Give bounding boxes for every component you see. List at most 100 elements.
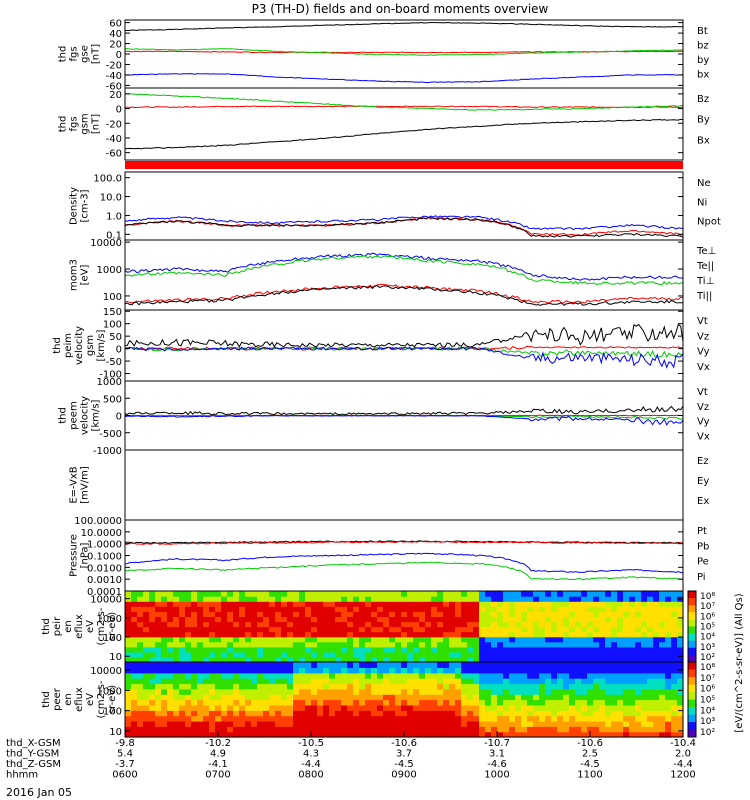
spectrogram-cell [551, 726, 558, 733]
spectrogram-cell [365, 606, 372, 612]
spectrogram-cell [365, 715, 372, 722]
panel-peem_velocity: -1000-50005001000thdpeemvelocity[km/s]Vt… [58, 377, 710, 457]
x-row-label: thd_Z-GSM [6, 759, 61, 770]
spectrogram-cell [341, 726, 348, 733]
spectrogram-cell [149, 631, 156, 638]
spectrogram-cell [557, 641, 564, 648]
spectrogram-cell [233, 611, 240, 617]
spectrogram-cell [353, 651, 360, 658]
spectrogram-cell [341, 678, 348, 685]
spectrogram-cell [179, 596, 186, 602]
y-tick-label: -40 [106, 134, 122, 145]
spectrogram-cell [347, 606, 354, 612]
spectrogram-cell [353, 656, 360, 663]
spectrogram-cell [341, 710, 348, 717]
spectrogram-cell [491, 699, 498, 706]
spectrogram-cell [443, 678, 450, 685]
spectrogram-cell [503, 611, 510, 617]
spectrogram-cell [629, 694, 636, 701]
spectrogram-cell [611, 715, 618, 722]
spectrogram-cell [431, 694, 438, 701]
spectrogram-cell [329, 591, 336, 597]
spectrogram-cell [545, 601, 552, 607]
spectrogram-cell [527, 720, 534, 727]
spectrogram-cell [593, 694, 600, 701]
spectrogram-cell [467, 678, 474, 685]
spectrogram-cell [515, 656, 522, 663]
spectrogram-cell [293, 704, 300, 711]
spectrogram-cell [371, 636, 378, 643]
spectrogram-cell [299, 636, 306, 643]
spectrogram-cell [623, 621, 630, 628]
spectrogram-cell [485, 667, 492, 674]
spectrogram-cell [449, 715, 456, 722]
spectrogram-cell [383, 606, 390, 612]
spectrogram-cell [557, 616, 564, 623]
spectrogram-cell [575, 699, 582, 706]
spectrogram-cell [335, 672, 342, 679]
spectrogram-cell [281, 606, 288, 612]
spectrogram-cell [653, 651, 660, 658]
spectrogram-cell [161, 636, 168, 643]
spectrogram-cell [209, 720, 216, 727]
spectrogram-cell [329, 731, 336, 738]
spectrogram-cell [269, 651, 276, 658]
spectrogram-cell [167, 694, 174, 701]
spectrogram-cell [647, 683, 654, 690]
spectrogram-cell [251, 694, 258, 701]
spectrogram-cell [473, 726, 480, 733]
spectrogram-cell [377, 646, 384, 653]
spectrogram-cell [293, 646, 300, 653]
spectrogram-cell [365, 704, 372, 711]
y-axis-label-line: thd [58, 116, 69, 133]
spectrogram-cell [407, 720, 414, 727]
spectrogram-cell [677, 626, 684, 633]
spectrogram-cell [671, 688, 678, 695]
spectrogram-cell [251, 621, 258, 628]
spectrogram-cell [443, 631, 450, 638]
spectrogram-cell [461, 601, 468, 607]
spectrogram-cell [497, 731, 504, 738]
spectrogram-cell [215, 672, 222, 679]
spectrogram-cell [245, 688, 252, 695]
spectrogram-cell [239, 616, 246, 623]
spectrogram-cell [137, 646, 144, 653]
spectrogram-cell [563, 651, 570, 658]
spectrogram-cell [437, 621, 444, 628]
spectrogram-cell [437, 678, 444, 685]
colorbar-swatch [688, 692, 696, 700]
spectrogram-cell [155, 704, 162, 711]
spectrogram-cell [407, 715, 414, 722]
spectrogram-cell [515, 672, 522, 679]
spectrogram-cell [191, 710, 198, 717]
spectrogram-cell [203, 731, 210, 738]
x-row-value: 3.7 [396, 749, 412, 760]
spectrogram-cell [527, 710, 534, 717]
spectrogram-cell [221, 715, 228, 722]
spectrogram-cell [617, 611, 624, 617]
date-label: 2016 Jan 05 [6, 786, 72, 799]
spectrogram-cell [143, 651, 150, 658]
spectrogram-cell [455, 694, 462, 701]
spectrogram-cell [287, 704, 294, 711]
spectrogram-cell [305, 626, 312, 633]
spectrogram-cell [137, 656, 144, 663]
spectrogram-cell [179, 726, 186, 733]
spectrogram-cell [275, 641, 282, 648]
spectrogram-cell [173, 710, 180, 717]
series-line-Pb [125, 540, 684, 545]
spectrogram-cell [425, 651, 432, 658]
spectrogram-cell [383, 720, 390, 727]
spectrogram-cell [443, 616, 450, 623]
spectrogram-cell [407, 601, 414, 607]
y-axis-label: thdfgsgse[nT] [58, 44, 102, 64]
spectrogram-cell [185, 731, 192, 738]
spectrogram-cell [353, 641, 360, 648]
spectrogram-cell [533, 720, 540, 727]
legend-entry: Ez [697, 456, 709, 467]
spectrogram-cell [197, 726, 204, 733]
spectrogram-cell [521, 651, 528, 658]
spectrogram-cell [221, 596, 228, 602]
spectrogram-cell [281, 710, 288, 717]
spectrogram-cell [653, 606, 660, 612]
